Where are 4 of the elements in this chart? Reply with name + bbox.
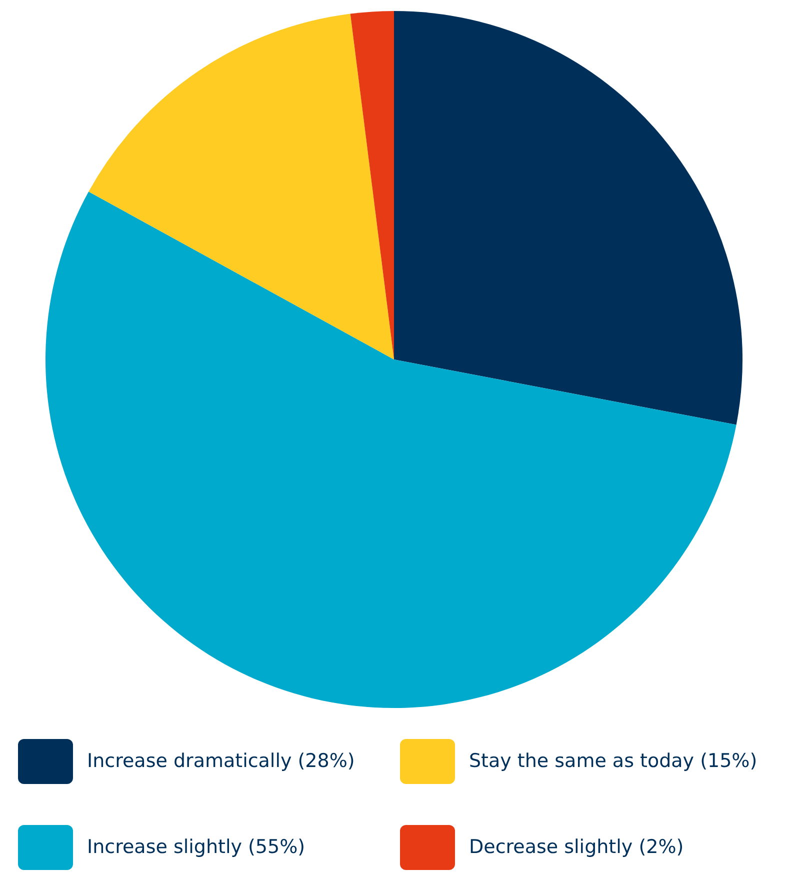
legend-label: Increase slightly (55%) <box>87 836 306 858</box>
legend-label: Decrease slightly (2%) <box>469 836 684 858</box>
legend-label: Increase dramatically (28%) <box>87 750 355 772</box>
legend-label: Stay the same as today (15%) <box>469 750 758 772</box>
